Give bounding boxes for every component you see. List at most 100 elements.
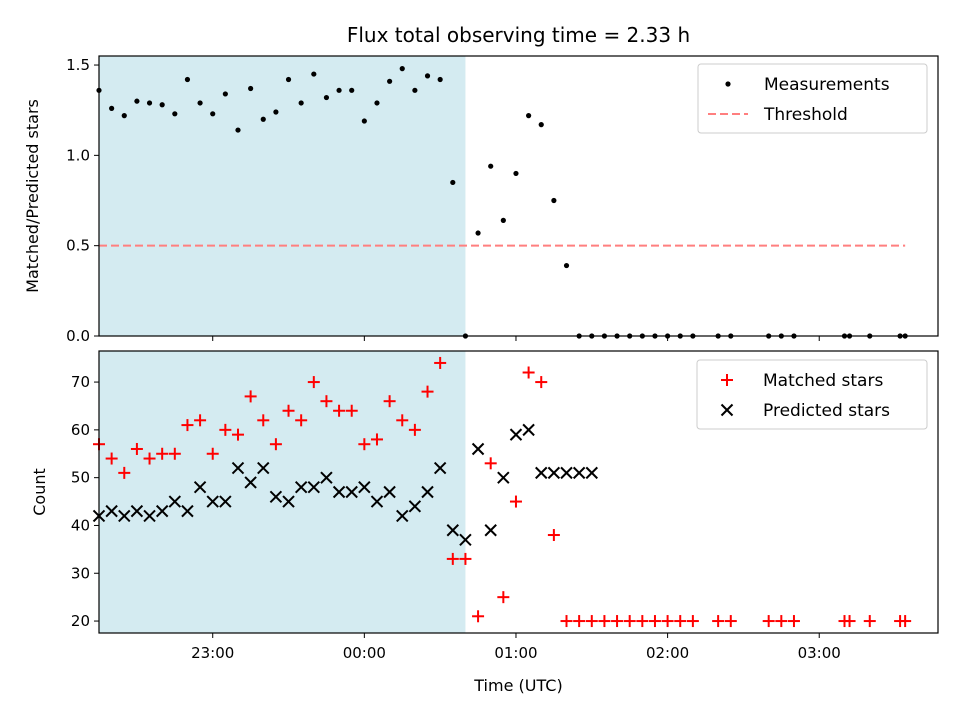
bottom-plot-frame [98, 350, 939, 634]
matched-star-point [408, 423, 421, 436]
matched-star-point [244, 390, 257, 403]
top-panel: 0.0 0.5 1.0 1.5 Matched/Predicted stars Mea… [23, 55, 939, 345]
matched-star-point [383, 395, 396, 408]
matched-star-point [168, 447, 181, 460]
predicted-star-point [522, 423, 535, 437]
predicted-star-point [345, 485, 358, 499]
x-tick-label: 23:00 [191, 644, 234, 662]
matched-star-point [257, 414, 270, 427]
chart-title: Flux total observing time = 2.33 h [347, 23, 690, 47]
predicted-star-point [294, 481, 308, 494]
predicted-star-point [560, 466, 573, 480]
top-plot-frame [98, 55, 939, 337]
measurement-point [184, 76, 191, 83]
legend-plus-marker [721, 374, 733, 386]
matched-star-point [509, 495, 522, 508]
matched-star-point [535, 376, 548, 389]
matched-star-point [295, 414, 308, 427]
matched-star-point [194, 414, 207, 427]
matched-star-point [547, 529, 560, 542]
x-tick-label: 02:00 [646, 644, 689, 662]
predicted-star-point [118, 509, 131, 523]
predicted-star-point [396, 509, 409, 523]
legend-label: Predicted stars [763, 401, 890, 421]
matched-star-point [370, 433, 383, 446]
measurement-point [475, 230, 481, 236]
measurement-point [298, 100, 304, 106]
y-tick-label: 0.5 [66, 237, 90, 255]
measurement-point [551, 197, 557, 204]
bottom-legend: Matched stars Predicted stars [696, 359, 928, 430]
predicted-star-point [105, 504, 118, 518]
top-y-axis-label: Matched/Predicted stars [23, 99, 42, 293]
matched-star-point [843, 615, 856, 628]
predicted-star-point [143, 509, 156, 523]
star-count-points [92, 356, 912, 628]
y-tick-label: 1.0 [66, 146, 90, 164]
matched-star-point [648, 615, 661, 628]
matched-star-point [358, 438, 371, 451]
predicted-star-point [193, 481, 207, 494]
predicted-star-point [509, 428, 523, 441]
matched-star-point [573, 615, 586, 628]
measurement-point [500, 217, 506, 223]
measurement-point [412, 87, 418, 93]
predicted-star-point [219, 495, 232, 508]
measurement-point [538, 122, 544, 128]
measurement-point [210, 111, 216, 117]
predicted-star-point [244, 476, 257, 489]
predicted-star-point [585, 466, 598, 480]
predicted-star-point [320, 471, 333, 484]
legend-dot-marker [725, 81, 731, 87]
matched-star-point [446, 552, 459, 565]
measurement-point [260, 116, 266, 122]
measurement-point [121, 113, 127, 119]
measurement-point [450, 179, 456, 186]
matched-star-point [724, 615, 737, 628]
y-tick-label: 0.0 [66, 327, 90, 345]
measurement-point [336, 87, 342, 93]
measurement-point [526, 113, 532, 119]
legend-label: Measurements [764, 75, 890, 95]
x-tick-label: 01:00 [494, 644, 537, 662]
measurement-point [488, 163, 494, 169]
y-tick-label: 1.5 [66, 56, 90, 74]
predicted-star-point [358, 481, 371, 494]
bottom-panel: 20 30 40 50 60 70 23:00 00:00 01:00 02:00 03:00 C… [30, 350, 939, 695]
matched-star-point [282, 404, 295, 417]
y-tick-label: 40 [71, 516, 90, 534]
legend-box [696, 359, 928, 430]
matched-star-point [333, 404, 346, 417]
legend-label: Threshold [763, 105, 848, 125]
y-tick-label: 30 [71, 564, 90, 582]
predicted-star-point [168, 495, 182, 508]
predicted-star-point [181, 504, 194, 518]
y-tick-label: 20 [71, 612, 90, 630]
bottom-x-ticks: 23:00 00:00 01:00 02:00 03:00 [191, 633, 841, 662]
matched-star-point [661, 615, 674, 628]
matched-star-point [434, 356, 447, 369]
matched-star-point [623, 615, 636, 628]
predicted-star-point [206, 495, 219, 508]
measurement-point [424, 73, 431, 79]
matched-star-point [522, 366, 535, 379]
matched-star-point [497, 591, 510, 604]
predicted-star-point [257, 461, 270, 475]
matched-star-point [674, 615, 687, 628]
predicted-star-point [433, 461, 447, 475]
matched-star-point [775, 615, 788, 628]
measurement-point [248, 85, 254, 92]
measurement-point [134, 98, 140, 104]
measurement-point [273, 109, 279, 115]
matched-star-point [899, 615, 912, 628]
measurement-point [146, 100, 153, 106]
matched-star-point [118, 466, 131, 479]
matched-star-point [762, 615, 775, 628]
measurement-point [387, 78, 393, 84]
predicted-star-point [231, 461, 245, 475]
x-tick-label: 03:00 [798, 644, 841, 662]
top-observing-window-shade [99, 56, 466, 336]
matched-star-point [560, 615, 573, 628]
legend-x-marker [720, 403, 734, 417]
measurement-point [172, 111, 178, 117]
